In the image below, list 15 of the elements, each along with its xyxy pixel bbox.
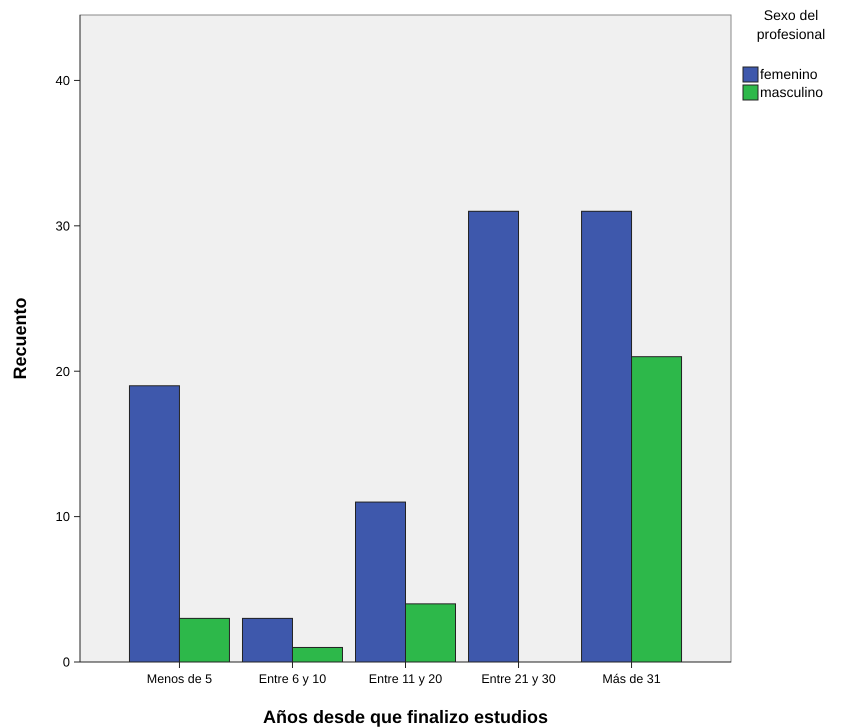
y-tick-label: 40	[56, 72, 70, 88]
x-tick-label: Entre 6 y 10	[258, 672, 326, 686]
y-tick-label: 0	[62, 654, 70, 670]
x-tick-label: Entre 21 y 30	[481, 672, 556, 686]
y-axis-title: Recuento	[10, 297, 30, 380]
x-tick-label: Más de 31	[602, 672, 661, 686]
legend-label: masculino	[760, 84, 824, 100]
x-axis-title: Años desde que finalizo estudios	[262, 707, 548, 727]
x-tick-label: Entre 11 y 20	[368, 672, 442, 686]
y-tick-label: 30	[56, 218, 70, 234]
y-tick-label: 10	[56, 509, 70, 524]
x-tick-label: Menos de 5	[146, 672, 212, 686]
y-tick-label: 20	[56, 364, 70, 379]
legend-label: femenino	[760, 66, 818, 82]
legend-title: Sexo del profesional	[756, 7, 826, 42]
